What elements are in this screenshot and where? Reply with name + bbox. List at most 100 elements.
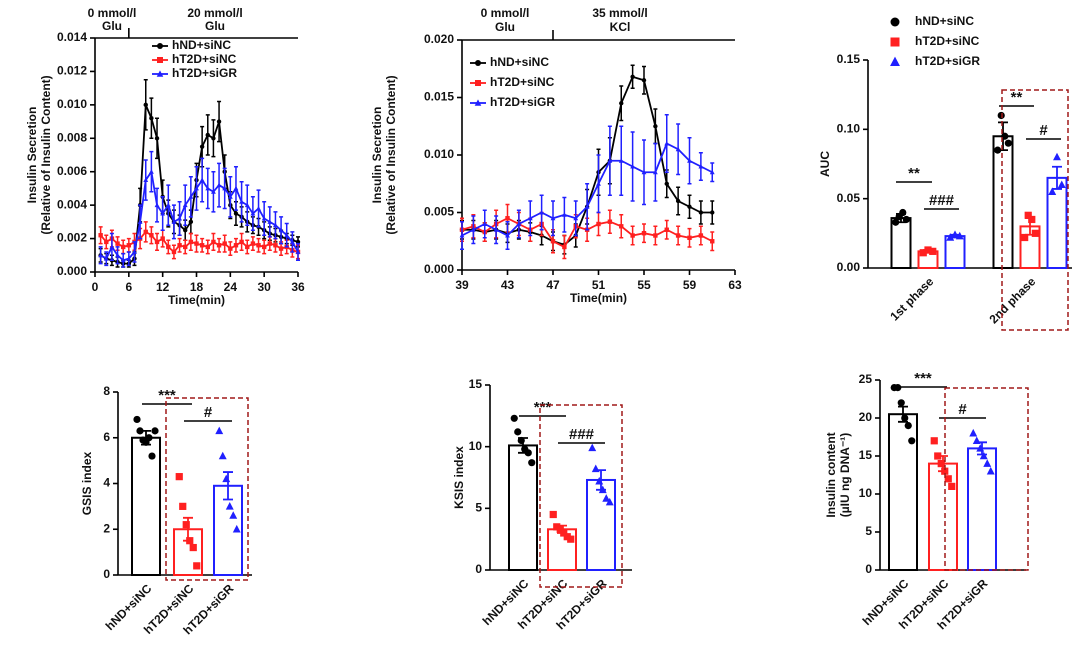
data-point <box>951 230 959 238</box>
data-point <box>199 144 205 149</box>
x-axis-label: Time(min) <box>168 293 225 307</box>
data-point <box>222 474 231 483</box>
y-tick-label: 10 <box>859 486 873 500</box>
stimulus-label: KCl <box>610 20 631 34</box>
data-point <box>98 252 104 258</box>
data-point <box>267 219 273 224</box>
data-point <box>239 199 245 204</box>
y-tick-label: 15 <box>469 377 483 391</box>
data-point <box>1028 215 1036 224</box>
x-tick-label: 24 <box>224 280 238 294</box>
data-point <box>166 244 171 250</box>
legend-label: hT2D+siNC <box>915 34 980 48</box>
y-tick-label: 25 <box>859 372 873 386</box>
data-point <box>664 227 669 232</box>
highlight-box <box>1001 89 1069 331</box>
data-point <box>182 521 190 529</box>
data-point <box>527 215 533 221</box>
significance-label: *** <box>158 387 176 404</box>
data-point <box>584 204 590 209</box>
data-point <box>969 428 978 437</box>
data-point <box>278 246 284 251</box>
y-axis-label: Insulin content <box>824 432 838 517</box>
y-tick-label: 0.008 <box>57 130 87 144</box>
data-point <box>595 476 604 485</box>
data-point <box>556 525 564 533</box>
data-point <box>215 426 224 435</box>
data-point <box>120 257 126 263</box>
data-point <box>470 227 476 232</box>
stimulus-label: 0 mmol/l <box>88 6 137 20</box>
data-point <box>505 232 510 238</box>
y-tick-label: 8 <box>103 384 110 398</box>
data-point <box>596 181 601 186</box>
data-point <box>698 233 704 238</box>
data-point <box>946 233 955 241</box>
significance-label: *** <box>914 370 932 387</box>
data-point <box>653 124 658 129</box>
stimulus-label: Glu <box>102 19 122 33</box>
stimulus-label: 35 mmol/l <box>592 6 647 20</box>
data-point <box>295 249 301 254</box>
data-point <box>188 219 194 225</box>
bar <box>928 462 958 572</box>
data-point <box>278 227 284 233</box>
bar <box>586 478 616 572</box>
stimulus-label: 20 mmol/l <box>187 6 242 20</box>
data-point <box>182 202 188 208</box>
y-tick-label: 15 <box>859 448 873 462</box>
x-tick-label: 59 <box>683 278 697 292</box>
y-axis-label: AUC <box>818 151 832 177</box>
data-point <box>955 231 964 240</box>
data-point <box>193 562 201 570</box>
data-point <box>136 427 144 435</box>
legend-label: hND+siNC <box>915 14 974 28</box>
data-point <box>154 239 160 245</box>
x-tick-label: 2nd phase <box>986 274 1038 326</box>
y-tick-label: 0 <box>475 562 482 576</box>
data-point <box>143 177 149 183</box>
data-point <box>1053 152 1061 161</box>
data-point <box>930 437 938 445</box>
data-point <box>929 247 937 255</box>
bar <box>992 135 1014 269</box>
data-point <box>233 243 239 248</box>
data-point <box>983 459 992 467</box>
data-point <box>171 219 177 224</box>
data-point <box>289 239 295 244</box>
y-tick-label: 5 <box>475 501 482 515</box>
data-point <box>233 185 239 191</box>
data-point <box>189 543 197 552</box>
data-point <box>188 194 194 199</box>
legend-label: hT2D+siNC <box>172 52 237 66</box>
data-point <box>120 244 126 250</box>
y-tick-label: 0.020 <box>424 32 454 46</box>
data-point <box>233 211 239 216</box>
data-point <box>227 194 233 199</box>
data-point <box>216 182 222 188</box>
data-point <box>550 239 556 244</box>
data-point <box>528 459 536 467</box>
data-point <box>675 233 681 238</box>
data-point <box>561 212 567 217</box>
significance-label: # <box>1039 122 1048 139</box>
legend-label: hT2D+siGR <box>172 66 237 80</box>
data-point <box>687 158 692 163</box>
data-point <box>710 210 715 215</box>
data-point <box>160 236 165 241</box>
data-point <box>133 415 141 424</box>
y-tick-label: 0.012 <box>57 64 87 78</box>
data-point <box>459 232 465 238</box>
error-bar <box>1052 165 1062 190</box>
data-point <box>598 485 607 494</box>
data-point <box>175 473 183 481</box>
data-point <box>630 163 636 169</box>
significance-label: *** <box>534 399 552 416</box>
data-point <box>126 243 132 248</box>
data-point <box>560 529 568 537</box>
data-point <box>145 434 153 442</box>
data-point <box>229 511 238 519</box>
data-point <box>222 185 228 191</box>
data-point <box>897 399 905 407</box>
data-point <box>126 255 132 261</box>
